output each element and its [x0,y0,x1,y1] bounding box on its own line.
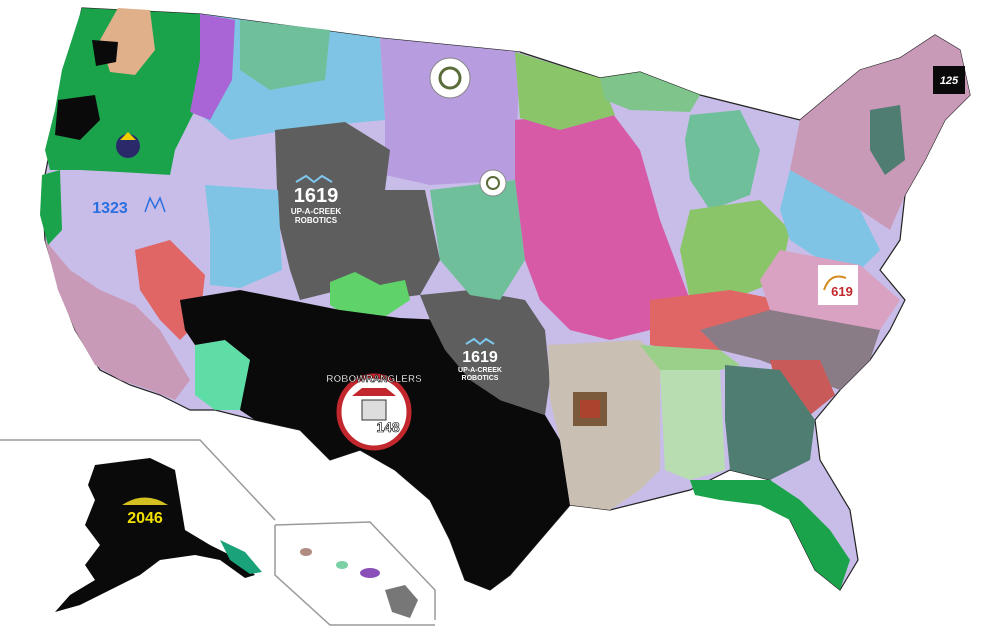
robot-head-icon [361,399,387,421]
logo-line1: UP-A-CREEK [291,207,341,216]
logo-banner: ROBOWRANGLERS [326,374,422,385]
region-ca-green [40,170,62,245]
logo-backdrop [282,168,354,226]
region-midwest-green [515,52,615,130]
logo-nw-mascot [116,132,140,158]
logo-number: 1619 [462,349,498,366]
hawaii-island-oahu [336,561,348,569]
logo-team-1323: 1323 [92,196,166,217]
wave-icon [465,337,495,346]
mountain-icon [122,497,168,505]
alaska-inset-border [0,439,276,521]
region-california [45,240,190,400]
region-upper-peninsula [600,72,700,112]
region-idaho-purple [190,14,235,120]
gear-inner [438,66,462,90]
region-michigan [685,110,760,210]
region-nw-black [55,95,100,140]
gear-icon [479,169,507,197]
region-georgia [725,365,815,480]
logo-backdrop [118,505,172,525]
region-carolinas [700,310,880,390]
region-florida [690,480,850,590]
region-1619-rockies [275,122,440,300]
alaska-teal [220,540,262,574]
badge-inner [580,400,600,418]
region-plains-teal [430,180,525,300]
hat-icon [352,388,396,396]
logo-line1: UP-A-CREEK [458,367,502,374]
logo-team-2046: 2046 [118,497,172,527]
logo-backdrop [818,265,858,305]
logo-number: 1619 [294,185,339,207]
region-nw-black-2 [92,40,118,66]
logo-gear-south [479,169,507,197]
swoosh-icon [823,275,847,291]
alaska-inset [0,439,276,612]
region-tennessee-green [640,345,740,375]
region-arizona [195,340,250,410]
logo-team-619: 619 [818,265,858,305]
logo-team-1619-west: 1619 UP-A-CREEK ROBOTICS [282,168,354,226]
hawaii-island-big [385,585,418,618]
region-montana-teal [240,20,330,90]
region-dakotas [380,38,520,185]
logo-team-148: ROBOWRANGLERS 148 [326,373,422,451]
logo-number: 2046 [127,510,163,527]
logo-number: 619 [831,284,853,299]
logo-team-125: 125 [933,66,965,94]
region-colorado-green [330,272,410,320]
hawaii-inset [274,521,436,626]
region-utah-blue [205,185,282,288]
gear-inner [486,176,500,190]
gear-icon [429,57,471,99]
hawaii-inset-border [274,521,436,626]
hawaii-island-kauai [300,548,312,556]
logo-number: 1323 [92,200,128,217]
logo-south-badge [573,392,607,426]
logo-number: 125 [940,75,959,87]
logo-number: 148 [376,419,400,435]
logo-line2: ROBOTICS [462,375,499,382]
mascot-crown-icon [120,132,136,140]
hawaii-island-maui [360,568,380,578]
regions [40,8,970,590]
logo-gear-north [429,57,471,99]
logo-backdrop [933,66,965,94]
region-mid-atlantic [780,170,880,270]
region-alabama [660,370,725,480]
region-ohio-valley [680,200,790,300]
alaska [55,458,255,612]
team-mascot-icon [144,196,166,213]
region-1619-plains [420,290,550,415]
region-midwest-pink [515,110,690,340]
wave-icon [295,174,333,184]
logo-team-1619-central: 1619 UP-A-CREEK ROBOTICS [458,337,502,382]
region-ne-teal [870,105,905,175]
logo-line2: ROBOTICS [295,216,338,225]
